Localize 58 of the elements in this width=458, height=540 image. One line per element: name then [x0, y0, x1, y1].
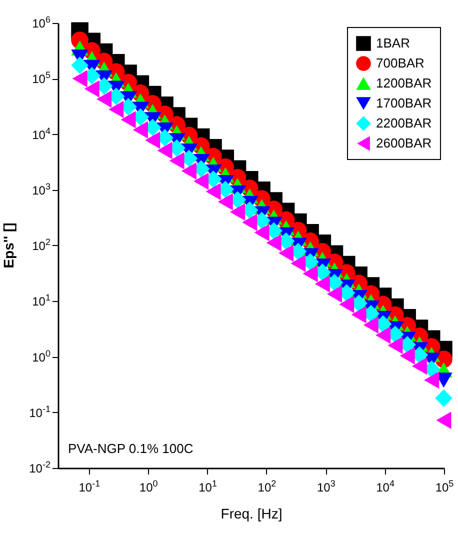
y-tick-label: 10$^{0}$	[32, 348, 50, 364]
y-tick-label: 10$^{2}$	[32, 237, 50, 253]
point	[400, 347, 415, 364]
x-tick-label: 10$^{1}$	[198, 478, 217, 494]
point	[424, 371, 440, 389]
x-axis-title: Freq. [Hz]	[220, 506, 282, 522]
point	[266, 234, 282, 252]
y-tick-label: 10$^{1}$	[32, 292, 50, 309]
point	[314, 275, 330, 293]
point	[254, 224, 270, 242]
point	[206, 182, 221, 200]
y-tick-label: 10$^{4}$	[32, 126, 50, 142]
point	[181, 162, 196, 180]
point	[388, 336, 403, 354]
x-tick-label: 10$^{3}$	[316, 478, 336, 494]
point	[96, 90, 112, 108]
legend-label: 2600BAR	[376, 136, 432, 150]
point	[218, 193, 233, 210]
x-tick-label: 10$^{5}$	[435, 478, 454, 494]
point	[278, 244, 294, 262]
annotation: PVA-NGP 0.1% 100C	[68, 441, 194, 456]
legend-label: 700BAR	[376, 56, 424, 70]
legend-label: 1200BAR	[376, 76, 432, 90]
point	[157, 142, 172, 160]
point	[120, 110, 136, 128]
point	[302, 264, 318, 282]
point	[412, 357, 427, 375]
x-tick-label: 10$^{4}$	[376, 478, 395, 494]
x-tick-label: 10$^{0}$	[139, 478, 158, 494]
point	[145, 132, 160, 149]
point	[169, 152, 184, 170]
point	[363, 316, 378, 334]
y-tick-label: 10$^{5}$	[32, 70, 50, 86]
point	[435, 390, 452, 407]
point	[436, 412, 452, 429]
y-tick-label: 10$^{3}$	[32, 181, 50, 198]
point	[326, 285, 342, 303]
point	[290, 254, 306, 272]
y-tick-label: 10$^{-2}$	[29, 460, 50, 476]
x-tick-label: 10$^{-1}$	[78, 478, 100, 494]
y-tick-label: 10$^{-1}$	[29, 404, 50, 420]
legend-label: 1BAR	[376, 36, 410, 50]
x-tick-label: 10$^{2}$	[258, 478, 276, 494]
point	[71, 56, 88, 74]
point	[84, 80, 100, 98]
point	[376, 326, 391, 344]
legend-label: 2200BAR	[376, 116, 432, 130]
point	[351, 306, 366, 324]
point	[230, 203, 246, 221]
point	[72, 70, 88, 88]
y-tick-label: 10$^{6}$	[32, 14, 50, 30]
y-axis-title: Eps'' []	[0, 222, 16, 268]
point	[194, 172, 209, 190]
point	[242, 214, 258, 231]
point	[132, 121, 148, 139]
point	[339, 296, 354, 314]
point	[108, 100, 124, 118]
legend-label: 1700BAR	[376, 96, 432, 110]
